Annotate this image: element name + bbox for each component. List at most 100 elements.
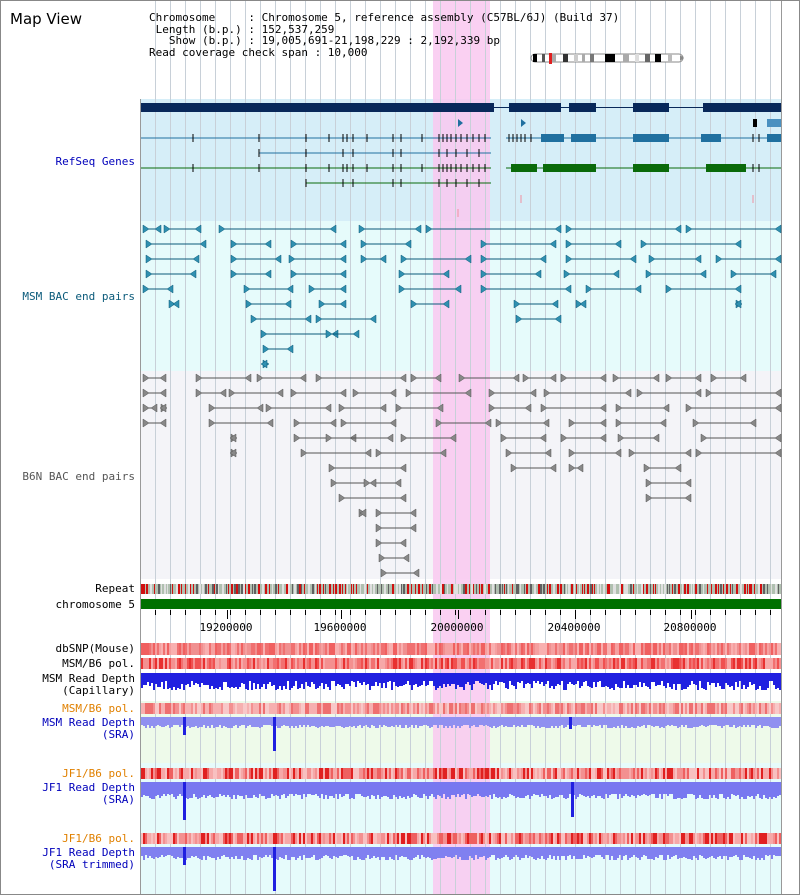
heat-cell xyxy=(721,658,723,669)
depth-bar xyxy=(391,673,393,690)
depth-bar xyxy=(463,717,465,725)
depth-bar xyxy=(181,782,183,796)
ideogram-band xyxy=(533,54,537,62)
heat-cell xyxy=(411,768,413,779)
heat-cell xyxy=(395,768,397,779)
depth-bar xyxy=(223,782,225,795)
depth-bar xyxy=(399,673,401,686)
msm-end-marker xyxy=(318,299,326,309)
heat-cell xyxy=(537,658,539,669)
depth-bar xyxy=(395,847,397,855)
heat-cell xyxy=(313,703,315,714)
depth-bar xyxy=(491,717,493,728)
depth-bar xyxy=(237,673,239,689)
b6n-bac-label[interactable]: B6N BAC end pairs xyxy=(22,470,135,483)
depth-bar xyxy=(319,673,321,686)
depth-bar xyxy=(469,673,471,685)
heat-cell xyxy=(271,703,273,714)
depth-bar xyxy=(393,847,395,860)
depth-bar xyxy=(295,782,297,794)
depth-bar xyxy=(305,673,307,682)
heat-cell xyxy=(325,643,327,655)
heat-cell xyxy=(455,833,457,844)
heat-cell xyxy=(347,703,349,714)
heat-cell xyxy=(331,703,333,714)
chromosome-ideogram[interactable] xyxy=(530,53,686,65)
heat-cell xyxy=(199,658,201,669)
heat-cell xyxy=(319,658,321,669)
refseq-genes-label[interactable]: RefSeq Genes xyxy=(55,155,135,168)
depth-bar xyxy=(383,847,385,857)
heat-cell xyxy=(379,833,381,844)
depth-bar xyxy=(673,673,675,684)
heat-cell xyxy=(247,768,249,779)
heat-cell xyxy=(141,643,143,655)
heat-cell xyxy=(761,643,763,655)
heat-cell xyxy=(205,703,207,714)
depth-bar xyxy=(449,673,451,686)
depth-bar xyxy=(515,673,517,689)
msm-end-marker xyxy=(339,239,347,249)
depth-bar xyxy=(693,673,695,684)
depth-bar xyxy=(153,847,155,859)
heat-cell xyxy=(463,643,465,655)
depth-bar xyxy=(347,717,349,727)
heat-cell xyxy=(221,703,223,714)
depth-bar xyxy=(323,782,325,799)
depth-bar xyxy=(279,717,281,728)
heat-cell xyxy=(697,643,699,655)
heat-cell xyxy=(751,643,753,655)
heat-cell xyxy=(497,768,499,779)
depth-bar xyxy=(233,847,235,859)
heat-cell xyxy=(427,768,429,779)
heat-cell xyxy=(537,833,539,844)
depth-bar xyxy=(523,717,525,727)
depth-bar xyxy=(637,782,639,795)
heat-cell xyxy=(245,658,247,669)
depth-bar xyxy=(257,717,259,727)
heat-cell xyxy=(771,768,773,779)
heat-cell xyxy=(731,658,733,669)
depth-bar xyxy=(345,673,347,684)
msm-end-marker xyxy=(315,314,323,324)
heat-cell xyxy=(177,833,179,844)
heat-cell xyxy=(297,643,299,655)
heat-cell xyxy=(259,833,261,844)
depth-bar xyxy=(735,782,737,796)
depth-bar xyxy=(269,847,271,855)
heat-cell xyxy=(735,703,737,714)
depth-bar xyxy=(645,847,647,856)
heat-cell xyxy=(453,643,455,655)
heat-cell xyxy=(249,703,251,714)
heat-cell xyxy=(357,833,359,844)
heat-cell xyxy=(589,643,591,655)
heat-cell xyxy=(541,658,543,669)
heat-cell xyxy=(743,703,745,714)
b6n-end-marker xyxy=(599,418,607,428)
heat-cell xyxy=(151,643,153,655)
heat-cell xyxy=(743,768,745,779)
depth-bar xyxy=(157,673,159,687)
msm-bac-label[interactable]: MSM BAC end pairs xyxy=(22,290,135,303)
heat-cell xyxy=(149,768,151,779)
depth-bar xyxy=(629,847,631,858)
refseq-genes xyxy=(141,103,781,217)
repeat-element xyxy=(236,584,238,594)
depth-bar xyxy=(331,717,333,727)
heat-cell xyxy=(341,643,343,655)
depth-spike xyxy=(571,782,574,817)
heat-cell xyxy=(291,768,293,779)
heat-cell xyxy=(295,643,297,655)
b6n-end-marker xyxy=(399,463,407,473)
depth-bar xyxy=(405,847,407,857)
msm-end-marker xyxy=(154,224,162,234)
depth-bar xyxy=(307,782,309,794)
depth-bar xyxy=(363,717,365,726)
depth-bar xyxy=(767,717,769,726)
heat-cell xyxy=(461,658,463,669)
depth-bar xyxy=(305,782,307,797)
heat-cell xyxy=(231,658,233,669)
depth-spike xyxy=(569,717,572,729)
depth-bar xyxy=(299,717,301,725)
